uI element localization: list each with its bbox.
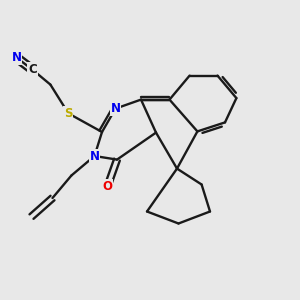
- Text: N: N: [110, 102, 121, 115]
- Text: N: N: [89, 149, 100, 163]
- Text: C: C: [28, 63, 37, 76]
- Text: O: O: [102, 180, 112, 193]
- Text: S: S: [64, 107, 73, 120]
- Text: N: N: [11, 51, 22, 64]
